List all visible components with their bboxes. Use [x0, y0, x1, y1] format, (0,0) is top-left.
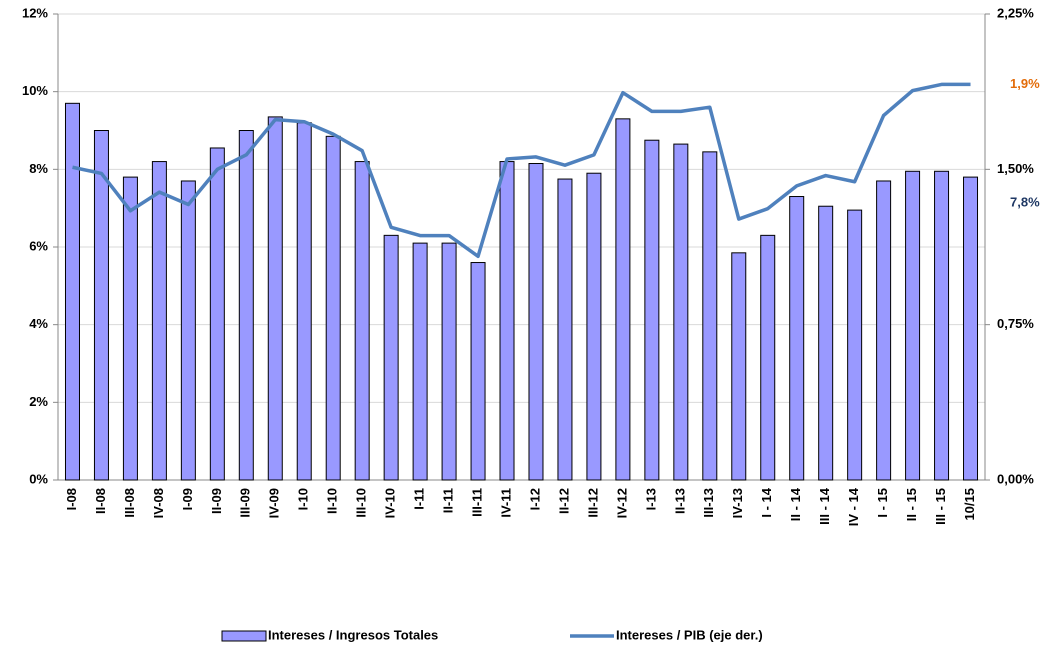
x-tick-label: II - 14 [788, 487, 803, 521]
x-tick-label: I - 14 [759, 487, 774, 517]
x-tick-label: IV-11 [498, 488, 513, 518]
bar [731, 252, 747, 481]
bar [876, 180, 892, 481]
x-tick-label: III - 14 [817, 487, 832, 525]
annotation: 7,8% [1010, 195, 1040, 210]
y-tick-label: 2% [29, 394, 48, 409]
legend-label: Intereses / Ingresos Totales [268, 627, 438, 642]
legend-label: Intereses / PIB (eje der.) [616, 627, 763, 642]
y-tick-label: 0% [29, 471, 48, 486]
x-tick-label: II-13 [672, 488, 687, 514]
x-tick-label: I - 15 [875, 488, 890, 518]
x-tick-label: II-10 [325, 488, 340, 514]
line [72, 82, 971, 259]
bar [528, 163, 544, 481]
x-tick-label: I-08 [64, 488, 79, 510]
y-tick-label: 4% [29, 316, 48, 331]
x-tick-label: II-08 [93, 488, 108, 514]
bar [412, 242, 428, 481]
x-tick-label: II-12 [556, 488, 571, 514]
bar [818, 205, 834, 481]
y-tick-label: 12% [22, 5, 48, 20]
x-tick-label: IV-10 [383, 488, 398, 518]
bar [354, 161, 370, 481]
bar [905, 170, 921, 481]
x-tick-label: III-11 [469, 488, 484, 517]
bar [963, 176, 979, 481]
bar [470, 262, 486, 481]
y-tick-label: 6% [29, 238, 48, 253]
bar [499, 161, 515, 481]
x-tick-label: III-13 [701, 488, 716, 518]
x-tick-label: IV-09 [267, 488, 282, 518]
bar [557, 178, 573, 481]
x-tick-label: I-09 [180, 488, 195, 510]
bar [122, 176, 138, 481]
bar [441, 242, 457, 481]
x-tick-label: IV - 14 [846, 487, 861, 526]
y2-tick-label: 0,00% [997, 471, 1034, 486]
x-tick-label: III - 15 [933, 488, 948, 525]
bar [789, 196, 805, 481]
bar [64, 102, 80, 481]
bar [615, 118, 631, 481]
x-tick-label: IV-13 [730, 488, 745, 518]
x-tick-label: III-08 [122, 488, 137, 518]
x-tick-label: I-10 [296, 488, 311, 510]
bar [180, 180, 196, 481]
x-tick-label: III-12 [585, 488, 600, 518]
bar [934, 170, 950, 481]
bar [238, 130, 254, 481]
bar [847, 209, 863, 481]
x-tick-label: II-09 [209, 488, 224, 514]
x-tick-label: I-12 [527, 488, 542, 510]
x-tick-label: I-13 [643, 488, 658, 510]
x-tick-label: III-09 [238, 488, 253, 518]
bar [383, 234, 399, 481]
x-tick-label: IV-08 [151, 488, 166, 518]
bar [93, 130, 109, 481]
y2-tick-label: 1,50% [997, 161, 1034, 176]
bar [209, 147, 225, 481]
y2-tick-label: 2,25% [997, 5, 1034, 20]
bar [702, 151, 718, 481]
x-tick-label: 10/15 [962, 488, 977, 521]
y-tick-label: 8% [29, 161, 48, 176]
x-tick-label: IV-12 [614, 488, 629, 518]
bar [151, 161, 167, 481]
bar [760, 234, 776, 481]
legend-swatch [221, 630, 267, 642]
x-tick-label: I-11 [412, 488, 427, 510]
x-tick-label: II - 15 [904, 488, 919, 521]
y-tick-label: 10% [22, 83, 48, 98]
bar [586, 172, 602, 481]
y2-tick-label: 0,75% [997, 316, 1034, 331]
bar [673, 143, 689, 481]
x-tick-label: III-10 [354, 488, 369, 518]
annotation: 1,9% [1010, 76, 1040, 91]
x-tick-label: II-11 [441, 488, 456, 513]
bar [267, 116, 283, 481]
bar [644, 139, 660, 481]
bar [325, 135, 341, 481]
bar [296, 122, 312, 481]
